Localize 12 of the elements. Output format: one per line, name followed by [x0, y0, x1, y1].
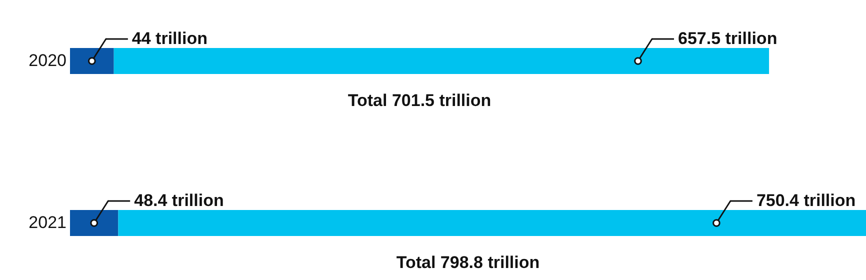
data-label: 48.4 trillion [134, 191, 224, 210]
data-label: 657.5 trillion [678, 29, 778, 48]
bar [114, 48, 770, 74]
bar [118, 210, 866, 236]
total-label: Total 798.8 trillion [396, 253, 540, 272]
total-label: Total 701.5 trillion [348, 91, 492, 110]
bar [70, 48, 114, 74]
data-label: 44 trillion [132, 29, 208, 48]
y-tick-label: 2021 [28, 213, 66, 232]
y-tick-label: 2020 [28, 51, 66, 70]
data-label: 750.4 trillion [756, 191, 856, 210]
bar [70, 210, 118, 236]
